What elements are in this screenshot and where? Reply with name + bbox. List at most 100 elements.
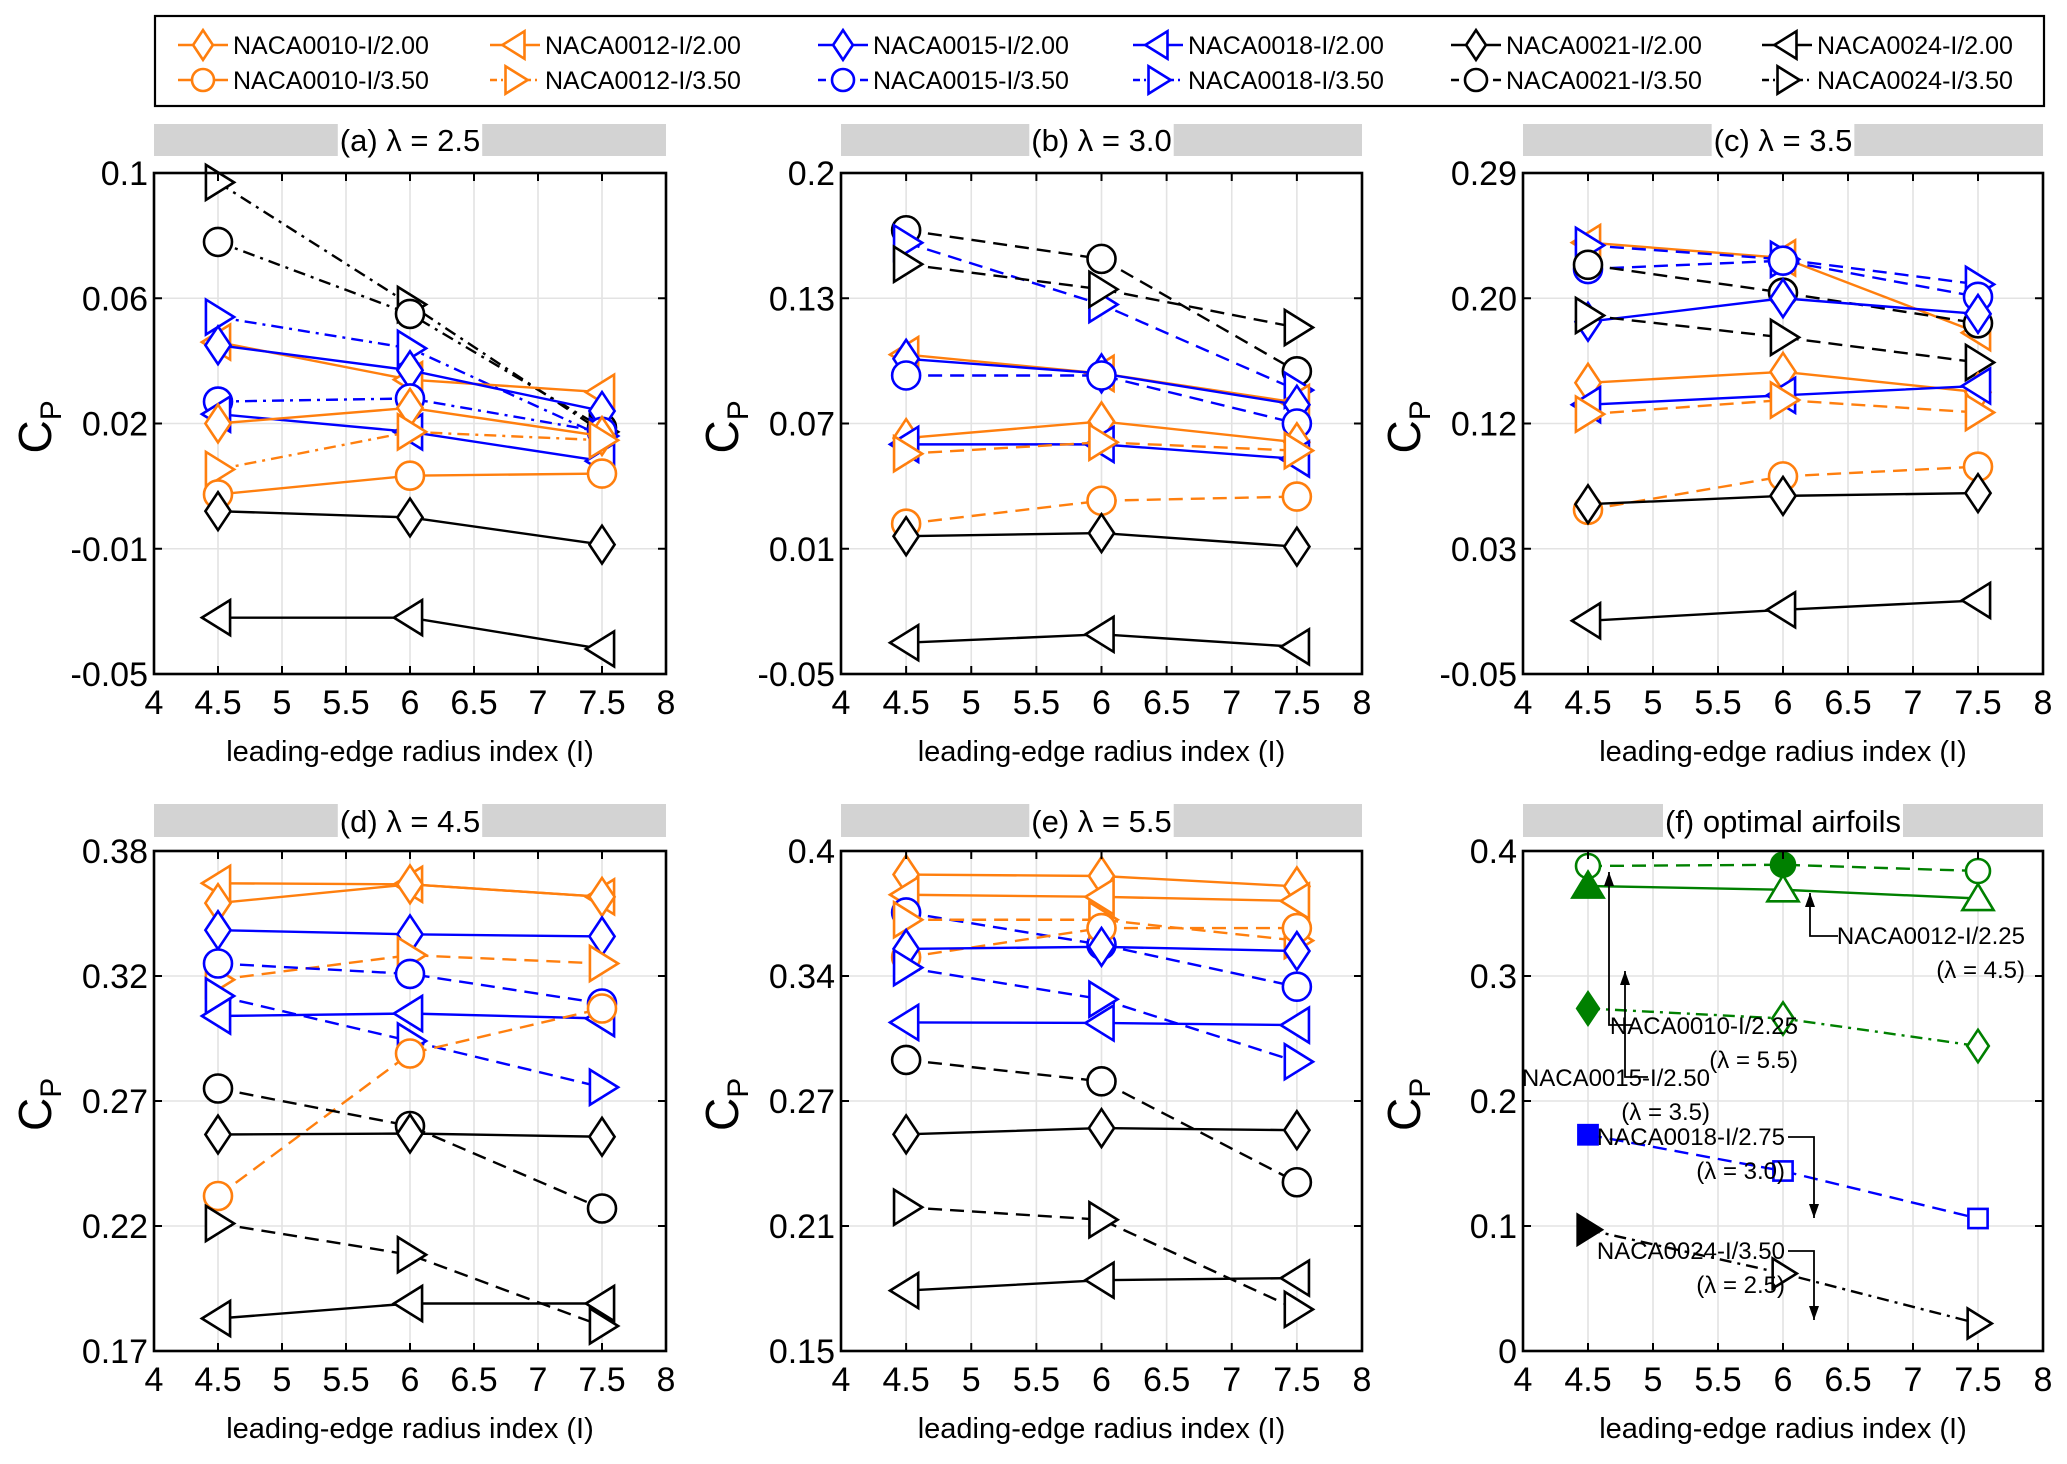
y-tick-label: 0.4 — [788, 833, 835, 871]
x-tick-label: 5 — [273, 1361, 292, 1399]
y-tick-label: 0.17 — [82, 1333, 148, 1371]
y-tick-label: 0.07 — [769, 406, 835, 444]
data-point — [1966, 1306, 1995, 1341]
data-point — [1282, 929, 1312, 973]
data-point — [892, 1187, 925, 1228]
legend-marker-circle-icon — [1463, 67, 1489, 93]
y-axis-label-sub: P — [1404, 1078, 1437, 1098]
annotation-lambda: (λ = 4.5) — [1936, 957, 2025, 984]
y-axis-label-sub: P — [35, 1078, 68, 1098]
series-line — [217, 962, 603, 1005]
data-point — [887, 622, 920, 663]
y-axis-label-main: C — [9, 420, 61, 453]
x-axis-label: leading-edge radius index (I) — [226, 736, 594, 768]
data-point — [1771, 1256, 1800, 1291]
data-point — [204, 1203, 237, 1244]
x-tick-label: 7.5 — [578, 1361, 625, 1399]
data-point — [1088, 269, 1121, 310]
series-naca0021-i-2-00 — [203, 1112, 617, 1158]
y-tick-label: 0.02 — [82, 406, 148, 444]
data-point — [887, 1002, 920, 1043]
series-naca0010-i-2-00 — [203, 863, 617, 925]
y-tick-label: 0.32 — [82, 958, 148, 996]
arrowhead-icon — [1809, 1306, 1819, 1320]
data-point — [1960, 881, 1996, 912]
y-axis-label-sub: P — [1404, 400, 1437, 420]
axes: 4 4.5 5 5.5 6 6.5 7 7.5 8 0.15 0.21 0.27 0.34 0.4 lead… — [696, 833, 1371, 1445]
data-point — [1283, 307, 1316, 348]
data-point — [586, 458, 618, 489]
x-tick-label: 7 — [1222, 1361, 1241, 1399]
y-tick-label: 0.34 — [769, 958, 835, 996]
y-axis-label-sub: P — [722, 400, 755, 420]
x-tick-label: 6.5 — [450, 1361, 497, 1399]
data-point — [1767, 245, 1799, 276]
x-tick-label: 4 — [1514, 684, 1533, 722]
x-tick-label: 7 — [529, 684, 548, 722]
x-tick-label: 6 — [1092, 1361, 1111, 1399]
data-point — [892, 899, 925, 940]
x-tick-label: 6 — [1092, 684, 1111, 722]
annotation-label: NACA0012-I/2.25 — [1837, 923, 2025, 950]
series-line — [217, 1087, 603, 1210]
series-naca0021-i-2-00 — [891, 511, 1312, 568]
axes: 4 4.5 5 5.5 6 6.5 7 7.5 8 -0.05 0.01 0.07 0.13 0.2 lea… — [696, 155, 1371, 768]
data-point — [1768, 474, 1798, 518]
data-point — [396, 1234, 429, 1275]
series-naca0010-i-3-50 — [202, 993, 618, 1212]
data-point — [1087, 1106, 1116, 1150]
annotation-leader — [1788, 1136, 1815, 1218]
x-tick-label: 7 — [1904, 684, 1923, 722]
data-point — [395, 1112, 425, 1155]
panel-title: (b) λ = 3.0 — [1031, 123, 1171, 158]
data-point — [1281, 481, 1313, 512]
y-tick-label: -0.05 — [1440, 656, 1518, 694]
y-tick-label: 0.12 — [1451, 406, 1517, 444]
y-axis-label-main: C — [696, 1098, 748, 1131]
data-point — [1282, 525, 1312, 568]
legend-label: NACA0021-I/2.00 — [1506, 32, 1702, 60]
x-tick-label: 6.5 — [1824, 684, 1871, 722]
data-point — [1569, 600, 1602, 641]
legend-item-naca0018-i-2-00: NACA0018-I/2.00 — [1133, 28, 1384, 62]
data-point — [202, 1180, 234, 1212]
data-point — [892, 947, 925, 988]
data-point — [1087, 511, 1116, 555]
annotation-label: NACA0010-I/2.25 — [1610, 1013, 1798, 1040]
legend-item-naca0015-i-3-50: NACA0015-I/3.50 — [818, 67, 1069, 95]
legend-item-naca0021-i-3-50: NACA0021-I/3.50 — [1451, 67, 1702, 95]
panel-c: (c) λ = 3.5 4 4.5 5 5.5 6 6.5 7 7.5 8 -0.05 0.03 0.1… — [1378, 123, 2052, 768]
data-point — [1575, 989, 1601, 1028]
legend-label: NACA0012-I/2.00 — [545, 32, 741, 60]
data-point — [1283, 1289, 1316, 1330]
x-axis-label: leading-edge radius index (I) — [1599, 736, 1967, 768]
data-point — [891, 514, 921, 558]
legend-label: NACA0012-I/3.50 — [545, 67, 741, 95]
y-axis-label-main: C — [1378, 420, 1430, 453]
x-tick-label: 8 — [2034, 684, 2053, 722]
series-naca0021-i-2-00 — [203, 489, 617, 566]
x-tick-label: 4 — [832, 684, 851, 722]
legend-marker-triangle-right-icon — [504, 63, 531, 97]
series-line — [905, 966, 1298, 1063]
series-naca0015-i-2-50 — [1575, 989, 1991, 1065]
axes: 4 4.5 5 5.5 6 6.5 7 7.5 8 0.17 0.22 0.27 0.32 0.38 lea… — [9, 833, 675, 1445]
data-point — [891, 1113, 921, 1156]
series-line — [217, 240, 603, 429]
data-point — [890, 360, 922, 391]
data-point — [204, 297, 237, 337]
data-point — [1086, 485, 1117, 517]
data-point — [394, 958, 426, 990]
y-tick-label: 0 — [1498, 1333, 1517, 1371]
legend-item-naca0012-i-2-00: NACA0012-I/2.00 — [490, 28, 741, 62]
data-point — [1086, 243, 1117, 275]
x-tick-label: 7 — [1904, 1361, 1923, 1399]
data-point — [396, 412, 429, 452]
series-layer — [199, 162, 621, 669]
data-point — [586, 1193, 618, 1224]
series-naca0018-i-2-00 — [887, 1002, 1311, 1045]
arrowhead-icon — [1805, 893, 1815, 907]
data-point — [203, 402, 233, 445]
data-point — [588, 420, 621, 461]
legend-item-naca0024-i-2-00: NACA0024-I/2.00 — [1762, 28, 2013, 62]
